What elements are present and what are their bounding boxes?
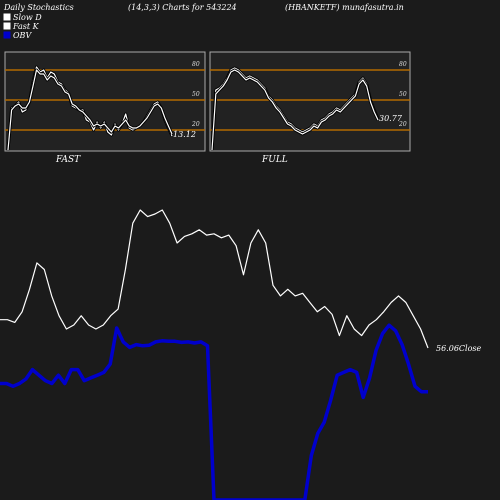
legend-label-fast-k: Fast K bbox=[12, 22, 40, 31]
full-panel-title: FULL bbox=[261, 155, 288, 165]
price-obv-area bbox=[0, 209, 429, 500]
fast-level-20-label: 20 bbox=[191, 121, 200, 128]
legend-label-slow-d: Slow D bbox=[13, 13, 42, 22]
full-stochastic-panel: 80 50 20 30.77 FULL bbox=[209, 51, 411, 165]
full-slow-d-line bbox=[211, 69, 379, 151]
full-level-20-label: 20 bbox=[398, 121, 407, 128]
legend-swatch-obv bbox=[3, 31, 11, 39]
full-panel-frame bbox=[209, 51, 411, 152]
fast-level-50-label: 50 bbox=[192, 91, 200, 98]
fast-panel-title: FAST bbox=[55, 155, 81, 165]
full-level-50-label: 50 bbox=[399, 91, 407, 98]
fast-level-80-label: 80 bbox=[192, 61, 200, 68]
header-params: (14,3,3) Charts for 543224 bbox=[128, 3, 237, 12]
fast-stochastic-panel: 80 50 20 13.12 FAST bbox=[4, 51, 206, 165]
obv-line bbox=[0, 323, 428, 500]
close-price-line bbox=[0, 209, 429, 349]
legend-swatch-slow-d bbox=[3, 13, 11, 21]
full-last-value: 30.77 bbox=[379, 114, 403, 123]
fast-slow-d-line bbox=[7, 69, 173, 151]
legend-label-obv: OBV bbox=[13, 31, 32, 40]
header-source: (HBANKETF) munafasutra.in bbox=[285, 3, 404, 12]
legend-swatch-fast-k bbox=[3, 22, 11, 30]
close-value-label: 56.06Close bbox=[436, 344, 482, 353]
full-level-80-label: 80 bbox=[399, 61, 407, 68]
header-title: Daily Stochastics bbox=[3, 3, 74, 12]
legend: Slow D Fast K OBV bbox=[3, 13, 42, 40]
fast-last-value: 13.12 bbox=[173, 130, 196, 139]
